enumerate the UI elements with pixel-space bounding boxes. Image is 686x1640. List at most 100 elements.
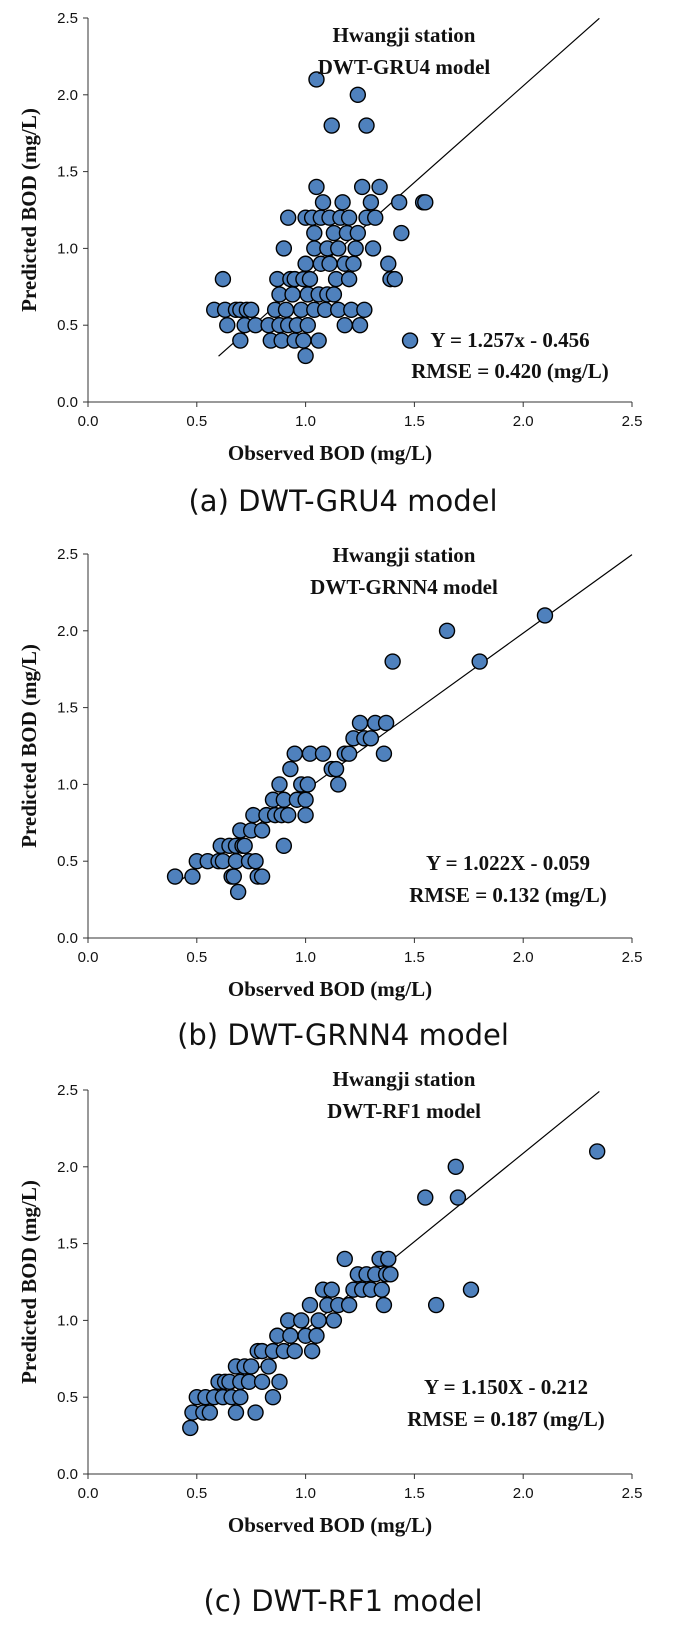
data-point [303,1342,321,1360]
data-point [334,194,351,211]
data-point [271,776,288,793]
data-point [214,270,232,288]
y-tick-label: 2.5 [57,546,78,563]
data-point [310,332,327,349]
x-tick-label: 0.5 [186,1485,207,1502]
data-point [371,178,388,196]
x-axis-label: Observed BOD (mg/L) [228,1513,432,1537]
y-tick-label: 2.0 [57,87,78,104]
data-point [297,347,314,365]
data-point [362,730,380,747]
data-point [462,1281,480,1298]
data-point [264,1389,282,1406]
data-point [253,1373,271,1391]
chart-panel-a: 0.0 0.5 1.0 1.5 2.0 2.5 0.0 0.5 1.0 1.5 2.0 2.5 Obse… [0,0,686,530]
data-point [325,286,343,303]
data-point [301,270,319,288]
data-point [284,286,301,303]
data-point [340,270,358,288]
data-point [236,837,253,855]
data-point [367,209,384,226]
data-point [297,806,314,824]
x-tick-label: 1.5 [404,1485,425,1502]
data-point [219,317,236,334]
scatter-chart-a: 0.0 0.5 1.0 1.5 2.0 2.5 0.0 0.5 1.0 1.5 2.0 2.5 Obse… [17,10,642,465]
x-axis-label: Observed BOD (mg/L) [228,441,432,465]
data-point [417,194,434,211]
x-tick-label: 0.0 [78,1485,99,1502]
data-point [375,1296,393,1314]
data-point [417,1189,434,1206]
data-point [166,868,184,885]
chart-caption: (c) DWT-RF1 model [203,1584,483,1618]
data-point [447,1158,464,1176]
y-tick-label: 1.0 [57,240,78,257]
data-point [225,868,242,885]
y-axis-label: Predicted BOD (mg/L) [17,108,41,312]
data-point [299,776,316,793]
x-tick-label: 2.0 [513,1485,534,1502]
y-tick-label: 0.0 [57,1466,78,1483]
x-tick-label: 2.5 [622,1485,643,1502]
data-point [349,86,367,104]
data-point [182,1419,199,1437]
chart-title-station: Hwangji station [333,543,476,567]
data-point [253,868,271,885]
data-point [340,745,358,762]
data-point [351,714,369,732]
data-point [308,1327,325,1344]
data-point [310,1312,327,1329]
x-tick-label: 0.0 [78,949,99,966]
x-tick-label: 1.0 [295,413,316,430]
chart-caption: (b) DWT-GRNN4 model [177,1018,509,1052]
data-point [201,1404,219,1421]
y-tick-label: 0.5 [57,1389,78,1406]
y-tick-label: 0.0 [57,930,78,947]
data-point [358,117,375,134]
data-point [401,332,419,349]
data-point [286,745,303,762]
y-tick-label: 1.5 [57,1236,78,1253]
data-point [314,194,332,211]
data-point [375,745,393,762]
data-point [306,224,323,242]
y-tick-label: 1.0 [57,1312,78,1329]
data-point [330,240,347,257]
data-point [536,607,554,624]
data-point [336,1250,353,1268]
data-point [345,255,362,272]
data-point [373,1281,390,1298]
data-point [382,1266,399,1283]
data-point [282,760,299,778]
data-point [308,178,325,196]
y-axis-label: Predicted BOD (mg/L) [17,1180,41,1384]
data-point [386,270,404,288]
y-axis-label: Predicted BOD (mg/L) [17,644,41,848]
data-point [260,1358,277,1375]
data-point [380,1250,397,1268]
y-tick-label: 2.0 [57,623,78,640]
y-tick-label: 1.0 [57,776,78,793]
chart-caption: (a) DWT-GRU4 model [188,484,498,518]
data-point [471,653,488,670]
data-point [438,622,456,640]
data-point [449,1189,467,1206]
data-point [330,776,347,793]
data-point [340,1296,358,1314]
x-tick-label: 2.5 [622,949,643,966]
data-point [275,240,293,257]
x-axis-label: Observed BOD (mg/L) [228,977,432,1001]
x-tick-label: 0.5 [186,949,207,966]
chart-title-model: DWT-RF1 model [327,1099,481,1123]
data-point [253,822,271,839]
data-point [232,332,249,349]
data-point [356,301,373,319]
data-point [227,1404,245,1421]
scatter-chart-c: 0.0 0.5 1.0 1.5 2.0 2.5 0.0 0.5 1.0 1.5 2.0 2.5 Obse… [17,1072,643,1537]
data-point [314,745,332,762]
data-point [297,791,314,808]
data-point [362,194,380,211]
data-point [327,760,345,778]
data-point [351,317,369,334]
data-point [295,332,312,349]
